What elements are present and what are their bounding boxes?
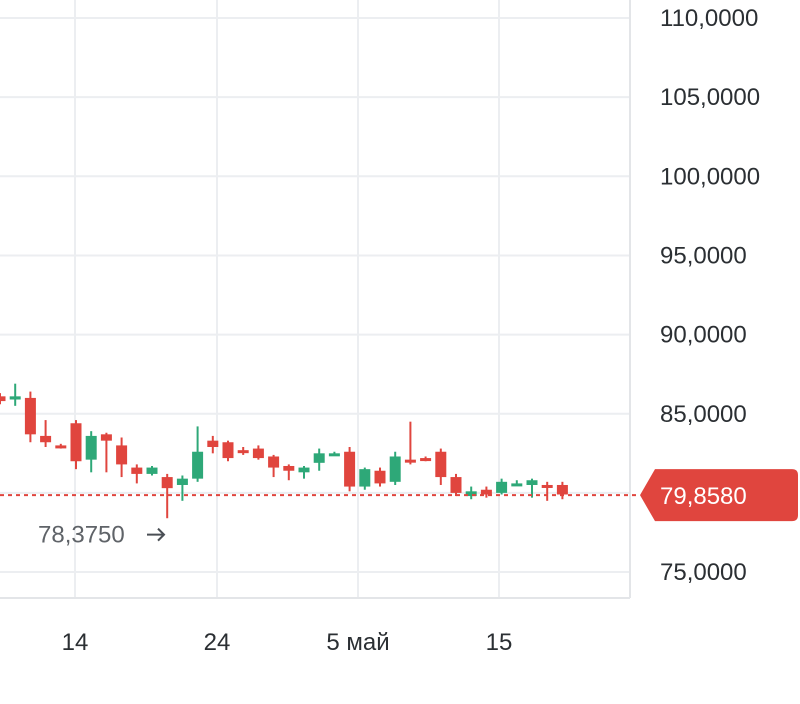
candle (85, 431, 97, 473)
candle (207, 435, 219, 454)
current-price-marker: 79,8580 (0, 469, 798, 522)
candle (404, 421, 416, 465)
candle (222, 440, 234, 462)
candle-body (283, 465, 295, 471)
candle (252, 445, 264, 460)
candle (450, 473, 462, 497)
grid (0, 0, 631, 599)
candle (70, 420, 82, 470)
candle-body (207, 440, 219, 447)
candle-body (404, 459, 416, 463)
candle-body (176, 478, 188, 485)
candle (374, 467, 386, 487)
y-tick-label: 85,0000 (660, 401, 747, 428)
y-axis: 110,0000 105,0000 100,0000 95,0000 90,0000 85… (660, 5, 760, 586)
min-price-label: 78,3750 (38, 522, 125, 549)
candle-body (85, 435, 97, 460)
candle (496, 478, 508, 495)
candle (420, 456, 432, 462)
candle-body (526, 480, 538, 485)
candle (268, 454, 280, 478)
x-tick-label: 15 (486, 629, 513, 656)
candle-body (268, 456, 280, 468)
candle-body (313, 453, 325, 463)
arrow-head (157, 527, 166, 542)
candle-body (0, 396, 6, 402)
arrow-right-icon (147, 527, 166, 542)
candle-body (131, 467, 143, 474)
candle (237, 446, 249, 455)
candle-body (359, 469, 371, 487)
candle-body (70, 423, 82, 462)
current-price-tag (640, 469, 798, 522)
candle (283, 464, 295, 481)
y-tick-label: 110,0000 (660, 5, 758, 32)
candle-body (511, 483, 523, 487)
candle (359, 467, 371, 490)
candle (313, 448, 325, 471)
candle (161, 473, 173, 519)
candle-body (389, 456, 401, 482)
x-tick-label: 14 (62, 629, 89, 656)
candle (55, 443, 67, 449)
candle (344, 446, 356, 492)
candle-body (24, 397, 36, 435)
candle-body (556, 484, 568, 495)
candle-body (9, 396, 21, 400)
candle (176, 475, 188, 501)
candle (389, 451, 401, 485)
candle (192, 426, 204, 482)
candle-body (252, 448, 264, 459)
y-tick-label: 75,0000 (660, 559, 747, 586)
candle-body (420, 458, 432, 462)
y-tick-label: 100,0000 (660, 163, 760, 190)
candle (465, 486, 477, 500)
candle-body (222, 442, 234, 459)
candle (298, 465, 310, 479)
candle-body (435, 451, 447, 478)
candle (9, 383, 21, 406)
candle-body (480, 489, 492, 495)
candle (435, 448, 447, 485)
candle (541, 481, 553, 501)
candle-body (192, 451, 204, 479)
current-price-label: 79,8580 (660, 483, 747, 510)
x-tick-label: 5 май (326, 629, 389, 656)
candle (480, 486, 492, 498)
candle-body (344, 451, 356, 487)
candle-body (40, 435, 52, 443)
x-axis: 14 24 5 май 15 (62, 629, 513, 656)
candles (0, 383, 568, 519)
candle (146, 465, 158, 476)
candle-body (328, 453, 340, 457)
candle-body (374, 470, 386, 484)
candle (328, 451, 340, 457)
candle (24, 391, 36, 443)
candle-body (541, 484, 553, 488)
candle-body (146, 467, 158, 474)
candle-body (161, 477, 173, 489)
candle (40, 420, 52, 447)
candle (100, 432, 112, 473)
y-tick-label: 105,0000 (660, 84, 760, 111)
candle-body (100, 434, 112, 441)
candle-body (237, 450, 249, 454)
candle-body (116, 445, 128, 465)
candle-body (465, 491, 477, 497)
candle-body (298, 467, 310, 473)
y-tick-label: 90,0000 (660, 322, 747, 349)
candle (131, 464, 143, 484)
candle (556, 481, 568, 500)
candle-body (496, 481, 508, 493)
candle (116, 437, 128, 478)
candle (0, 393, 6, 405)
candle-body (450, 477, 462, 493)
y-tick-label: 95,0000 (660, 242, 747, 269)
min-price-marker: 78,3750 (38, 522, 166, 549)
x-tick-label: 24 (204, 629, 231, 656)
candle-body (55, 445, 67, 449)
candle (511, 480, 523, 487)
